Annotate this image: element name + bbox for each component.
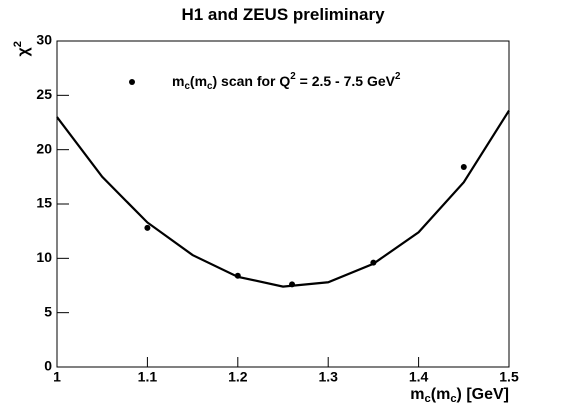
y-tick-label: 25 [36,86,52,102]
y-tick-label: 10 [36,249,52,265]
x-tick-label: 1.2 [228,369,248,385]
y-tick-label: 15 [36,195,52,211]
data-point [460,164,467,171]
fit-curve [56,109,510,288]
y-tick-label: 5 [44,303,52,319]
data-point [144,224,151,231]
y-tick-label: 0 [44,358,52,374]
chart-title: H1 and ZEUS preliminary [181,5,385,24]
x-tick-label: 1.1 [138,369,158,385]
y-axis-label: χ2​ [12,41,32,56]
y-tick-label: 30 [36,32,52,48]
x-tick-label: 1.5 [499,369,519,385]
x-tick-label: 1.4 [409,369,429,385]
legend-marker [129,79,135,85]
x-tick-label: 1 [53,369,61,385]
legend-label: mc​(mc​) scan for Q2​ = 2.5 - 7.5 GeV2​ [172,71,401,92]
y-tick-label: 20 [36,140,52,156]
x-axis-label: mc​(mc​) [GeV] [410,386,509,405]
x-tick-label: 1.3 [318,369,338,385]
plot-frame [56,40,510,368]
